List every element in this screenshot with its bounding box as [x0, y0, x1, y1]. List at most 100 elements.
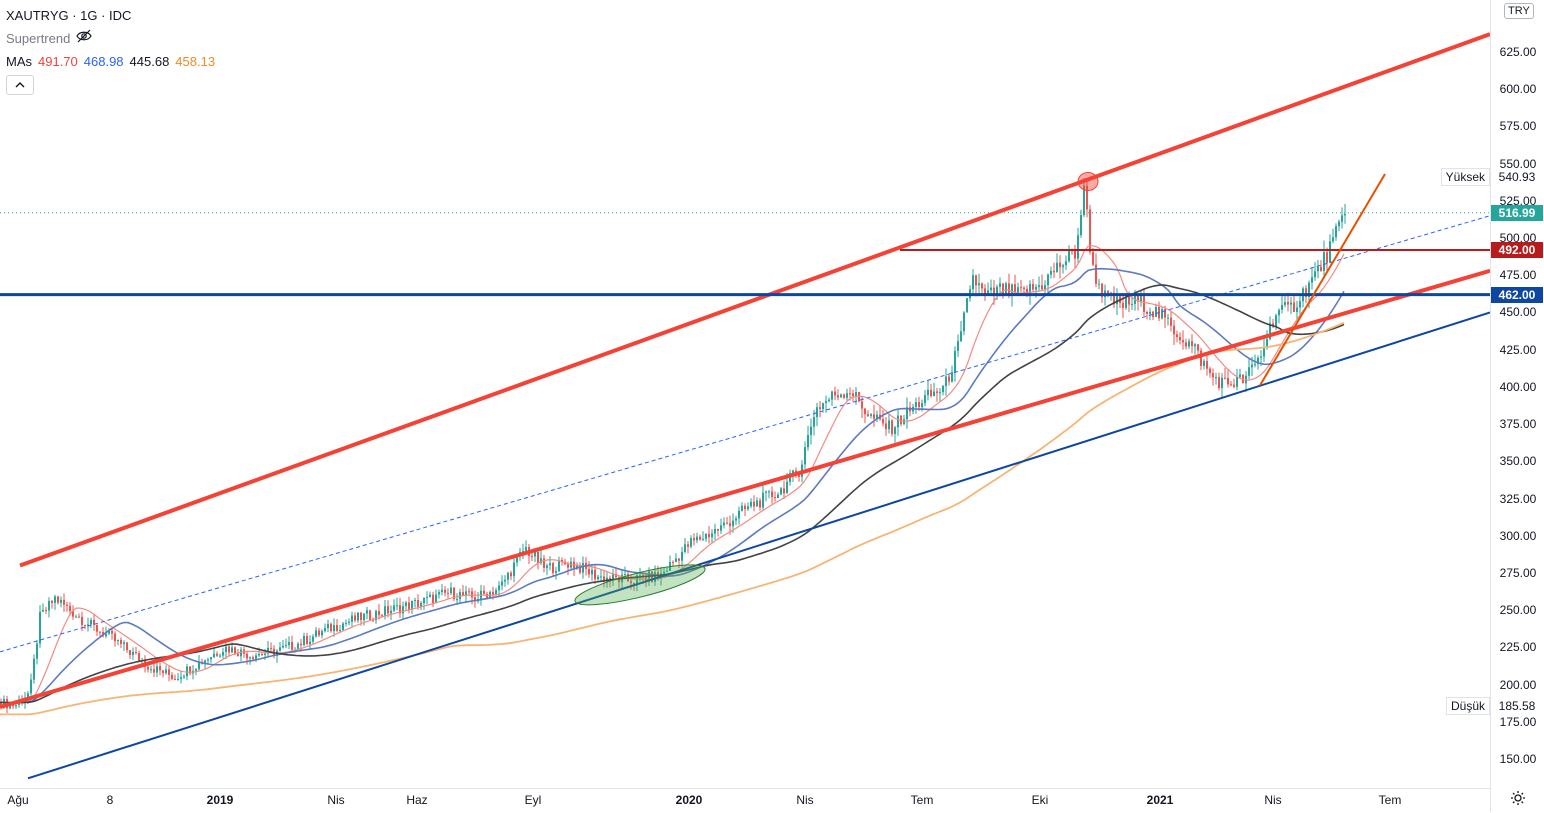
channel-upper-line — [19, 32, 1490, 568]
symbol-title[interactable]: XAUTRYG · 1G · IDC — [6, 7, 132, 23]
candle-body — [654, 572, 656, 582]
candle-body — [402, 606, 404, 614]
candle-body — [852, 393, 854, 397]
candle-body — [804, 447, 806, 465]
candle-body — [84, 624, 86, 626]
candle-body — [831, 391, 833, 400]
candle-body — [306, 636, 308, 645]
candle-body — [687, 544, 689, 547]
candle-body — [960, 331, 962, 342]
candle-body — [930, 389, 932, 397]
candle-body — [252, 657, 254, 659]
candle-body — [1248, 367, 1250, 376]
candle-body — [810, 426, 812, 435]
candle-body — [714, 529, 716, 534]
candle-body — [153, 669, 155, 673]
candle-body — [405, 602, 407, 607]
currency-badge[interactable]: TRY — [1504, 3, 1534, 19]
candle-body — [177, 678, 179, 680]
candle-body — [417, 600, 419, 607]
candle-body — [780, 488, 782, 495]
candle-body — [120, 639, 122, 645]
candle-body — [876, 414, 878, 419]
candle-body — [225, 646, 227, 653]
candle-body — [126, 642, 128, 651]
candle-body — [174, 678, 176, 680]
candle-body — [1305, 288, 1307, 298]
candle-body — [1146, 311, 1148, 314]
candle-body — [1038, 285, 1040, 287]
candle-body — [453, 587, 455, 600]
eye-off-icon[interactable] — [76, 29, 93, 48]
candle-body — [36, 643, 38, 659]
candle-body — [723, 522, 725, 526]
candle-body — [867, 414, 869, 417]
candle-body — [1080, 215, 1082, 236]
candle-body — [1206, 361, 1208, 369]
candle-body — [663, 571, 665, 574]
candle-body — [207, 659, 209, 661]
ma-value-3: 445.68 — [129, 53, 170, 69]
time-axis[interactable]: Ağu 8 2019 Nis Haz Eyl 2020 Nis Tem Eki 2021 Nis Tem — [0, 788, 1490, 813]
candle-body — [1203, 361, 1205, 366]
candle-body — [561, 559, 563, 562]
candle-body — [726, 522, 728, 524]
price-chart[interactable] — [0, 0, 1490, 788]
ma-long-line — [0, 321, 1345, 716]
chart-area[interactable] — [0, 0, 1490, 812]
price-tick: 350.00 — [1499, 454, 1537, 469]
candle-body — [171, 674, 173, 679]
candle-body — [483, 590, 485, 594]
candle-body — [678, 558, 680, 561]
chevron-up-icon[interactable] — [6, 74, 34, 95]
candle-body — [210, 657, 212, 660]
candle-body — [1050, 270, 1052, 275]
candle-body — [984, 288, 986, 295]
candle-body — [744, 505, 746, 510]
time-label: 2019 — [206, 793, 234, 807]
gear-icon[interactable] — [1510, 790, 1526, 811]
candle-body — [78, 616, 80, 618]
candle-body — [1194, 344, 1196, 347]
candle-body — [558, 559, 560, 572]
candle-body — [579, 565, 581, 573]
candle-body — [1056, 262, 1058, 273]
candle-body — [429, 594, 431, 598]
candle-body — [411, 601, 413, 610]
candle-body — [1311, 277, 1313, 283]
candle-body — [123, 642, 125, 645]
candle-body — [966, 298, 968, 313]
candle-body — [69, 605, 71, 612]
candle-body — [1077, 235, 1079, 259]
ma-fast-line — [0, 245, 1345, 704]
candle-body — [996, 286, 998, 296]
candle-body — [729, 523, 731, 527]
price-axis[interactable]: 625.00 600.00 575.00 550.00 525.00 500.00 475.… — [1490, 0, 1544, 812]
candle-body — [1008, 283, 1010, 296]
candle-body — [546, 565, 548, 568]
candle-body — [138, 653, 140, 661]
symbol-row: XAUTRYG · 1G · IDC — [6, 4, 215, 27]
candle-body — [855, 391, 857, 397]
price-tick: 250.00 — [1499, 603, 1537, 618]
indicator-name[interactable]: Supertrend — [6, 30, 71, 46]
time-label: Eyl — [524, 793, 542, 807]
candle-body — [507, 572, 509, 580]
candle-body — [105, 633, 107, 637]
candle-body — [162, 670, 164, 674]
candle-body — [1107, 290, 1109, 295]
candle-body — [237, 653, 239, 657]
price-tick: 175.00 — [1499, 714, 1537, 729]
mas-label[interactable]: MAs — [6, 53, 32, 69]
candle-body — [1224, 377, 1226, 379]
candle-body — [468, 591, 470, 593]
price-tick: 575.00 — [1499, 119, 1537, 134]
price-tick: 275.00 — [1499, 565, 1537, 580]
candle-body — [906, 407, 908, 420]
price-tick: 550.00 — [1499, 156, 1537, 171]
time-label: Haz — [406, 793, 428, 807]
candle-body — [666, 570, 668, 572]
candle-body — [870, 414, 872, 417]
last-price-tag: 516.99 — [1491, 204, 1543, 221]
candle-body — [1047, 274, 1049, 286]
